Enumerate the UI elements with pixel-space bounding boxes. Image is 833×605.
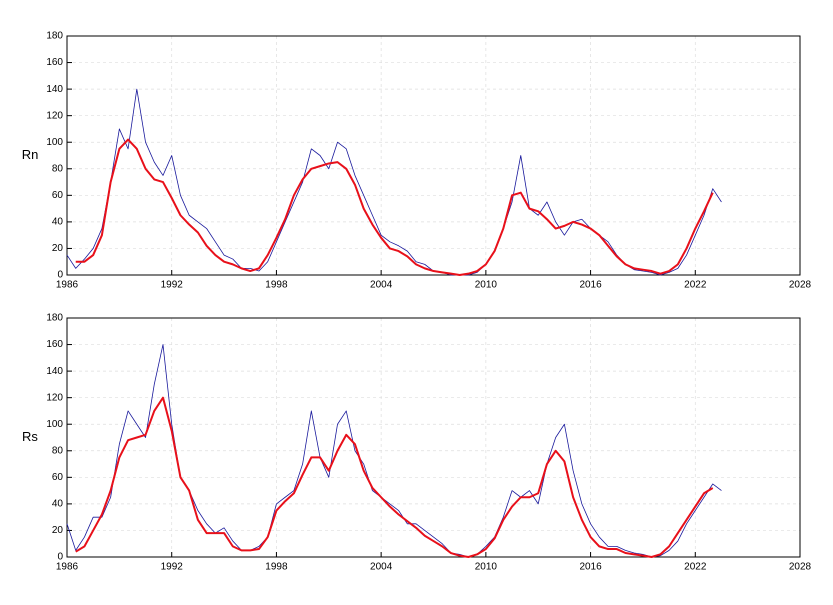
x-tick-label: 2028 <box>789 562 812 573</box>
x-tick-label: 1986 <box>56 280 79 291</box>
y-tick-label: 40 <box>52 217 64 228</box>
x-tick-label: 2016 <box>579 280 602 291</box>
y-tick-label: 160 <box>46 57 63 68</box>
y-tick-label: 100 <box>46 137 63 148</box>
y-tick-label: 80 <box>52 163 64 174</box>
data-line <box>66 88 722 276</box>
y-tick-label: 120 <box>46 392 63 403</box>
y-tick-label: 80 <box>52 445 64 456</box>
data-line <box>75 138 714 276</box>
y-tick-label: 180 <box>46 313 63 324</box>
x-tick-label: 1998 <box>265 280 288 291</box>
x-tick-label: 2022 <box>684 280 707 291</box>
y-tick-label: 120 <box>46 110 63 121</box>
x-tick-label: 1992 <box>161 562 184 573</box>
plot-frame <box>66 317 801 558</box>
y-tick-label: 0 <box>57 552 63 563</box>
y-tick-label: 60 <box>52 190 64 201</box>
x-tick-label: 2004 <box>370 280 393 291</box>
y-tick-label: 20 <box>52 243 64 254</box>
y-tick-label: 0 <box>57 270 63 281</box>
y-tick-label: 140 <box>46 366 63 377</box>
x-tick-label: 2028 <box>789 280 812 291</box>
y-axis-label: Rn <box>22 147 39 162</box>
plot-frame <box>66 35 801 276</box>
x-tick-label: 2004 <box>370 562 393 573</box>
y-tick-label: 40 <box>52 499 64 510</box>
y-tick-label: 60 <box>52 472 64 483</box>
x-tick-label: 2016 <box>579 562 602 573</box>
y-tick-label: 140 <box>46 84 63 95</box>
y-tick-label: 160 <box>46 339 63 350</box>
x-tick-label: 2010 <box>475 562 498 573</box>
y-tick-label: 100 <box>46 419 63 430</box>
x-tick-label: 1986 <box>56 562 79 573</box>
y-tick-label: 20 <box>52 525 64 536</box>
data-line <box>75 396 714 558</box>
x-tick-label: 2010 <box>475 280 498 291</box>
x-tick-label: 1992 <box>161 280 184 291</box>
x-tick-label: 2022 <box>684 562 707 573</box>
y-tick-label: 180 <box>46 31 63 42</box>
y-axis-label: Rs <box>22 429 38 444</box>
x-tick-label: 1998 <box>265 562 288 573</box>
